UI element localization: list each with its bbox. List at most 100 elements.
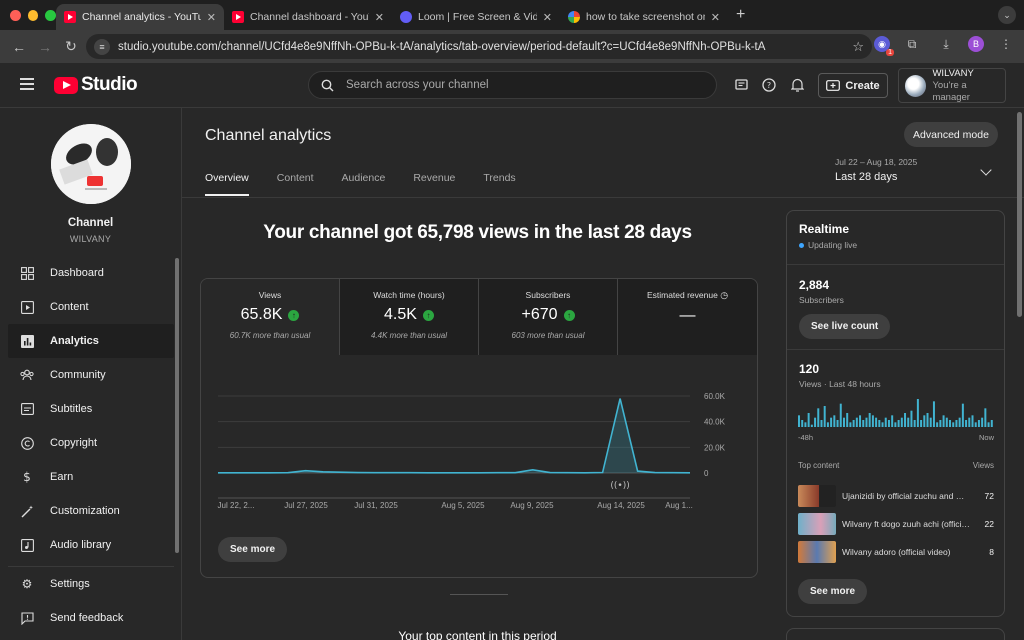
realtime-bar[interactable] bbox=[945, 417, 948, 427]
realtime-bar[interactable] bbox=[836, 420, 839, 427]
realtime-bar[interactable] bbox=[939, 420, 942, 427]
list-item[interactable]: Wilvany adoro (official video) 8 bbox=[798, 541, 994, 563]
reload-icon[interactable]: ↻ bbox=[65, 38, 77, 54]
notifications-bell-icon[interactable] bbox=[789, 77, 805, 93]
main-scrollbar[interactable] bbox=[1017, 112, 1022, 317]
sidebar-item-community[interactable]: Community bbox=[8, 358, 174, 392]
realtime-bar[interactable] bbox=[846, 413, 849, 427]
sidebar-item-content[interactable]: Content bbox=[8, 290, 174, 324]
realtime-bar[interactable] bbox=[920, 420, 923, 427]
realtime-bar[interactable] bbox=[990, 420, 993, 427]
realtime-bar[interactable] bbox=[942, 415, 945, 427]
realtime-bar[interactable] bbox=[826, 422, 829, 427]
realtime-bar[interactable] bbox=[820, 420, 823, 427]
realtime-bar[interactable] bbox=[814, 417, 817, 427]
minimize-window-button[interactable] bbox=[27, 9, 39, 21]
close-icon[interactable]: ✕ bbox=[542, 11, 552, 24]
realtime-bar[interactable] bbox=[955, 420, 958, 427]
date-range[interactable]: Jul 22 – Aug 18, 2025 bbox=[835, 157, 918, 167]
realtime-bar[interactable] bbox=[871, 415, 874, 427]
realtime-bar[interactable] bbox=[977, 420, 980, 427]
sidebar-item-send-feedback[interactable]: Send feedback bbox=[8, 601, 174, 635]
see-live-count-button[interactable]: See live count bbox=[799, 314, 891, 339]
browser-tab-1[interactable]: Channel dashboard - YouTube Studio ✕ bbox=[224, 4, 392, 30]
back-icon[interactable]: ← bbox=[12, 38, 26, 55]
site-info-icon[interactable]: ≡ bbox=[94, 38, 110, 55]
realtime-bar[interactable] bbox=[984, 408, 987, 427]
profile-avatar[interactable]: B bbox=[968, 36, 984, 52]
realtime-bar[interactable] bbox=[974, 422, 977, 427]
realtime-bar[interactable] bbox=[865, 417, 868, 427]
realtime-bar[interactable] bbox=[807, 413, 810, 427]
download-icon[interactable]: ⤓ bbox=[943, 36, 949, 51]
realtime-see-more-button[interactable]: See more bbox=[798, 579, 868, 604]
close-icon[interactable]: ✕ bbox=[206, 11, 216, 24]
realtime-bar[interactable] bbox=[952, 422, 955, 427]
realtime-bar[interactable] bbox=[987, 422, 990, 427]
realtime-bar[interactable] bbox=[830, 417, 833, 427]
studio-logo[interactable]: Studio bbox=[54, 74, 138, 96]
realtime-bar[interactable] bbox=[859, 415, 862, 427]
live-broadcast-icon[interactable]: ((•)) bbox=[610, 481, 629, 491]
realtime-bar[interactable] bbox=[949, 420, 952, 427]
sidebar-item-subtitles[interactable]: Subtitles bbox=[8, 392, 174, 426]
close-icon[interactable]: ✕ bbox=[374, 11, 384, 24]
realtime-bar[interactable] bbox=[887, 420, 890, 427]
address-bar[interactable]: ≡ studio.youtube.com/channel/UCfd4e8e9Nf… bbox=[86, 34, 872, 59]
realtime-bar[interactable] bbox=[958, 417, 961, 427]
realtime-bar[interactable] bbox=[875, 417, 878, 427]
realtime-bar[interactable] bbox=[862, 420, 865, 427]
metric-watch-time[interactable]: Watch time (hours) 4.5K ↑ 4.4K more than … bbox=[340, 279, 479, 355]
metric-subscribers[interactable]: Subscribers +670 ↑ 603 more than usual bbox=[479, 279, 618, 355]
tab-trends[interactable]: Trends bbox=[483, 172, 516, 184]
maximize-window-button[interactable] bbox=[45, 9, 57, 21]
channel-avatar[interactable] bbox=[51, 124, 131, 204]
puzzle-icon[interactable]: ⧉ bbox=[907, 36, 917, 51]
sidebar-scrollbar[interactable] bbox=[175, 258, 179, 553]
tab-audience[interactable]: Audience bbox=[341, 172, 386, 184]
see-more-button[interactable]: See more bbox=[218, 537, 288, 562]
advanced-mode-button[interactable]: Advanced mode bbox=[904, 122, 998, 147]
bookmark-star-icon[interactable]: ☆ bbox=[852, 38, 864, 54]
close-icon[interactable]: ✕ bbox=[710, 11, 720, 24]
realtime-bar[interactable] bbox=[923, 415, 926, 427]
realtime-bar[interactable] bbox=[839, 403, 842, 427]
realtime-bar[interactable] bbox=[881, 422, 884, 427]
list-item[interactable]: Ujanizidi by official zuchu and Diamond … bbox=[798, 485, 994, 507]
search-box[interactable] bbox=[308, 71, 717, 99]
realtime-bar[interactable] bbox=[855, 417, 858, 427]
tab-content[interactable]: Content bbox=[276, 172, 314, 184]
create-button[interactable]: Create bbox=[818, 73, 888, 98]
help-icon[interactable]: ? bbox=[761, 77, 777, 93]
browser-tab-2[interactable]: Loom | Free Screen & Video Recording ✕ bbox=[392, 4, 560, 30]
realtime-bar[interactable] bbox=[965, 420, 968, 427]
realtime-bar[interactable] bbox=[833, 415, 836, 427]
realtime-bar[interactable] bbox=[929, 417, 932, 427]
new-tab-icon[interactable]: + bbox=[736, 6, 746, 23]
url-text[interactable]: studio.youtube.com/channel/UCfd4e8e9NffN… bbox=[118, 40, 766, 53]
sidebar-item-analytics[interactable]: Analytics bbox=[8, 324, 174, 358]
menu-icon[interactable] bbox=[20, 78, 34, 90]
views-line-chart[interactable]: 60.0K 40.0K 20.0K 0 ((•)) bbox=[201, 355, 758, 505]
realtime-bar[interactable] bbox=[804, 422, 807, 427]
browser-tab-3[interactable]: how to take screenshot on mac ✕ bbox=[560, 4, 728, 30]
views-series-line[interactable] bbox=[218, 398, 691, 474]
realtime-bar[interactable] bbox=[904, 413, 907, 427]
realtime-bar[interactable] bbox=[961, 403, 964, 427]
realtime-bar[interactable] bbox=[897, 420, 900, 427]
date-period-label[interactable]: Last 28 days bbox=[835, 171, 898, 183]
account-switcher[interactable]: WILVANY You're a manager bbox=[898, 68, 1006, 103]
realtime-bar[interactable] bbox=[907, 417, 910, 427]
realtime-bar[interactable] bbox=[842, 417, 845, 427]
tab-revenue[interactable]: Revenue bbox=[413, 172, 456, 184]
chevron-down-icon[interactable] bbox=[980, 164, 992, 176]
realtime-bar[interactable] bbox=[823, 406, 826, 427]
browser-tab-0[interactable]: Channel analytics - YouTube Studio ✕ bbox=[56, 4, 224, 30]
realtime-bar[interactable] bbox=[916, 399, 919, 427]
realtime-bar[interactable] bbox=[932, 401, 935, 427]
sidebar-item-audio-library[interactable]: Audio library bbox=[8, 528, 174, 562]
sidebar-item-dashboard[interactable]: Dashboard bbox=[8, 256, 174, 290]
extension-icon[interactable]: ◉ 1 bbox=[874, 36, 894, 56]
realtime-bar[interactable] bbox=[810, 424, 813, 427]
metric-estimated-revenue[interactable]: Estimated revenue ◷ — bbox=[618, 279, 757, 355]
